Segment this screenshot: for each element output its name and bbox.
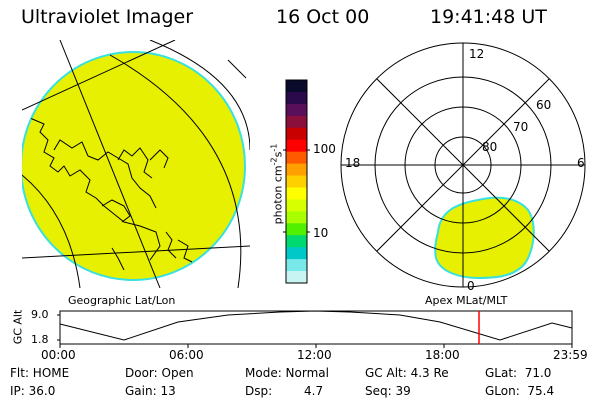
- mlt-label-12: 12: [469, 47, 485, 61]
- colorbar-tick-10: 10: [313, 226, 329, 240]
- geo-grid-line: [109, 54, 242, 288]
- geo-grid-line: [22, 40, 176, 111]
- colorbar-band: [286, 199, 307, 212]
- status-door: Door: Open: [125, 366, 194, 380]
- colorbar-band: [286, 175, 307, 189]
- geo-grid-line: [227, 59, 247, 79]
- mlt-label-6: 6: [577, 156, 585, 170]
- colorbar-band: [286, 151, 307, 165]
- time-tick-label: 12:00: [297, 348, 332, 362]
- status-glon: GLon: 75.4: [485, 384, 555, 398]
- colorbar-band: [286, 91, 307, 105]
- altitude-ymax-label: 9.0: [31, 308, 49, 321]
- status-dsp-label: Dsp:: [245, 384, 273, 398]
- colorbar-band: [286, 235, 307, 248]
- colorbar-unit-label: photon cm-2s-1: [269, 143, 285, 225]
- polar-meridian-diag: [376, 78, 550, 252]
- colorbar-band: [286, 103, 307, 117]
- geo-grid-line: [22, 174, 81, 288]
- coastline: [29, 117, 215, 271]
- colorbar-band: [286, 271, 307, 284]
- colorbar-band: [286, 211, 307, 224]
- polar-plot: [340, 42, 586, 288]
- geo-grid-line: [59, 40, 161, 288]
- geographic-map: [22, 40, 250, 288]
- status-flight: Flt: HOME: [10, 366, 70, 380]
- mlat-label-60: 60: [536, 98, 552, 112]
- status-glat: GLat: 71.0: [485, 366, 552, 380]
- colorbar-tick-100: 100: [313, 142, 336, 156]
- mlt-label-18: 18: [345, 156, 361, 170]
- mlt-label-0: 0: [467, 279, 475, 293]
- status-mode: Mode: Normal: [245, 366, 329, 380]
- mlat-label-70: 70: [513, 120, 529, 134]
- altitude-plot: [57, 310, 573, 348]
- instrument-title: Ultraviolet Imager: [21, 6, 194, 28]
- altitude-axis-label: GC Alt: [11, 309, 25, 345]
- status-sequence: Seq: 39: [365, 384, 411, 398]
- status-gc-altitude: GC Alt: 4.3 Re: [365, 366, 449, 380]
- status-gain: Gain: 13: [125, 384, 176, 398]
- colorbar-band: [286, 115, 307, 129]
- geo-grid-line: [149, 40, 250, 151]
- apex-panel-label: Apex MLat/MLT: [425, 294, 508, 307]
- colorbar-band: [286, 80, 307, 93]
- status-ip: IP: 36.0: [10, 384, 56, 398]
- colorbar-band: [286, 139, 307, 153]
- colorbar-band: [286, 187, 307, 201]
- time-tick-label: 06:00: [169, 348, 204, 362]
- colorbar-band: [286, 259, 307, 272]
- colorbar-band: [286, 163, 307, 177]
- status-dsp-value: 4.7: [304, 384, 324, 398]
- intensity-colorbar: [283, 79, 310, 284]
- time-tick-label: 00:00: [41, 348, 76, 362]
- time-tick-label: 23:59: [553, 348, 588, 362]
- colorbar-band: [286, 223, 307, 236]
- altitude-ymin-label: 1.8: [31, 333, 49, 346]
- mlat-label-80: 80: [482, 140, 498, 154]
- observation-date: 16 Oct 00: [276, 6, 370, 28]
- observation-time: 19:41:48 UT: [430, 6, 547, 28]
- geo-grid-line: [22, 245, 250, 259]
- geo-emission-disc: [22, 51, 246, 281]
- colorbar-band: [286, 127, 307, 141]
- time-tick-label: 18:00: [425, 348, 460, 362]
- geographic-panel-label: Geographic Lat/Lon: [68, 294, 176, 307]
- colorbar-band: [286, 247, 307, 260]
- polar-emission-region: [434, 196, 535, 280]
- altitude-curve: [59, 310, 573, 341]
